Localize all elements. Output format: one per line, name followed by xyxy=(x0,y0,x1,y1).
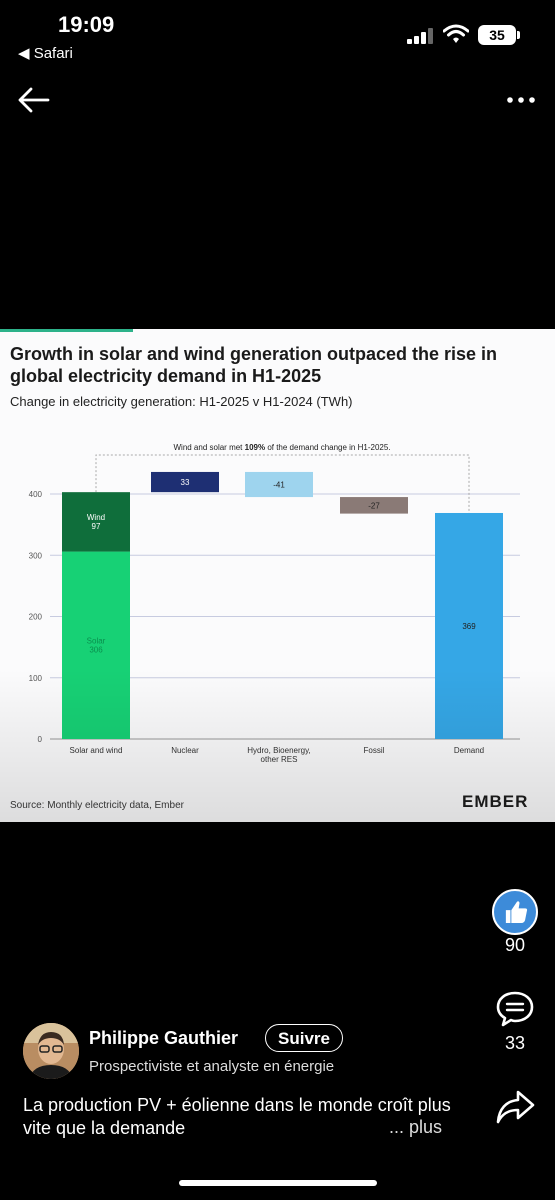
bar-hydro-bioenergy-other-res xyxy=(245,471,313,498)
y-tick-label: 200 xyxy=(29,613,43,622)
bar-label: Wind xyxy=(87,513,105,522)
comment-icon[interactable] xyxy=(494,988,536,1030)
x-category-label: Hydro, Bioenergy, xyxy=(247,746,310,755)
x-category-label: Solar and wind xyxy=(70,746,123,755)
x-category-label: other RES xyxy=(261,755,298,764)
like-count: 90 xyxy=(504,935,526,955)
bar-solar xyxy=(62,551,130,739)
status-time: 19:09 xyxy=(58,12,115,37)
post-image[interactable]: Growth in solar and wind generation outp… xyxy=(0,329,555,822)
follow-button[interactable]: Suivre xyxy=(265,1024,343,1052)
back-to-safari-link[interactable]: ◀ Safari xyxy=(18,45,73,62)
y-tick-label: 400 xyxy=(29,490,43,499)
image-progress-bar xyxy=(0,329,133,332)
y-tick-label: 300 xyxy=(29,551,43,560)
chart-subtitle: Change in electricity generation: H1-202… xyxy=(10,394,353,409)
bar-value-label: 33 xyxy=(181,478,190,487)
y-tick-label: 0 xyxy=(38,735,43,744)
bar-nuclear xyxy=(151,471,219,493)
like-thumbs-up-icon[interactable] xyxy=(492,889,538,935)
battery-tip xyxy=(517,31,520,39)
chart-annotation: Wind and solar met 109% of the demand ch… xyxy=(173,443,390,452)
post-caption[interactable]: La production PV + éolienne dans le mond… xyxy=(23,1095,451,1138)
bar-value-label: 97 xyxy=(92,522,101,531)
back-arrow-icon[interactable] xyxy=(16,86,50,114)
author-headline: Prospectiviste et analyste en énergie xyxy=(89,1058,335,1075)
bar-demand xyxy=(435,512,503,739)
bar-wind xyxy=(62,492,130,552)
bar-label: Solar xyxy=(87,636,106,645)
waterfall-chart: 0 100 200 300 400 Wind and solar met 109% of … xyxy=(29,443,520,764)
ember-logo: EMBER xyxy=(462,792,529,811)
x-category-label: Demand xyxy=(454,746,484,755)
see-more-link[interactable]: ... plus xyxy=(389,1117,443,1137)
share-arrow-icon[interactable] xyxy=(494,1086,536,1128)
x-category-label: Nuclear xyxy=(171,746,199,755)
bar-fossil xyxy=(340,497,408,514)
home-indicator[interactable] xyxy=(179,1180,377,1186)
more-options-icon[interactable] xyxy=(505,86,537,114)
author-avatar[interactable] xyxy=(23,1023,79,1079)
bar-value-label: -41 xyxy=(273,481,285,490)
x-category-label: Fossil xyxy=(364,746,385,755)
wifi-icon xyxy=(443,24,469,43)
chart-title: Growth in solar and wind generation outp… xyxy=(10,344,498,386)
bar-value-label: 369 xyxy=(462,622,476,631)
y-tick-label: 100 xyxy=(29,674,43,683)
comment-count: 33 xyxy=(504,1033,526,1053)
bar-value-label: -27 xyxy=(368,501,380,510)
chart-source: Source: Monthly electricity data, Ember xyxy=(10,800,184,811)
battery-icon: 35 xyxy=(478,25,516,45)
author-name[interactable]: Philippe Gauthier xyxy=(89,1028,239,1048)
bar-value-label: 306 xyxy=(89,645,103,654)
cellular-signal-icon xyxy=(407,28,433,44)
